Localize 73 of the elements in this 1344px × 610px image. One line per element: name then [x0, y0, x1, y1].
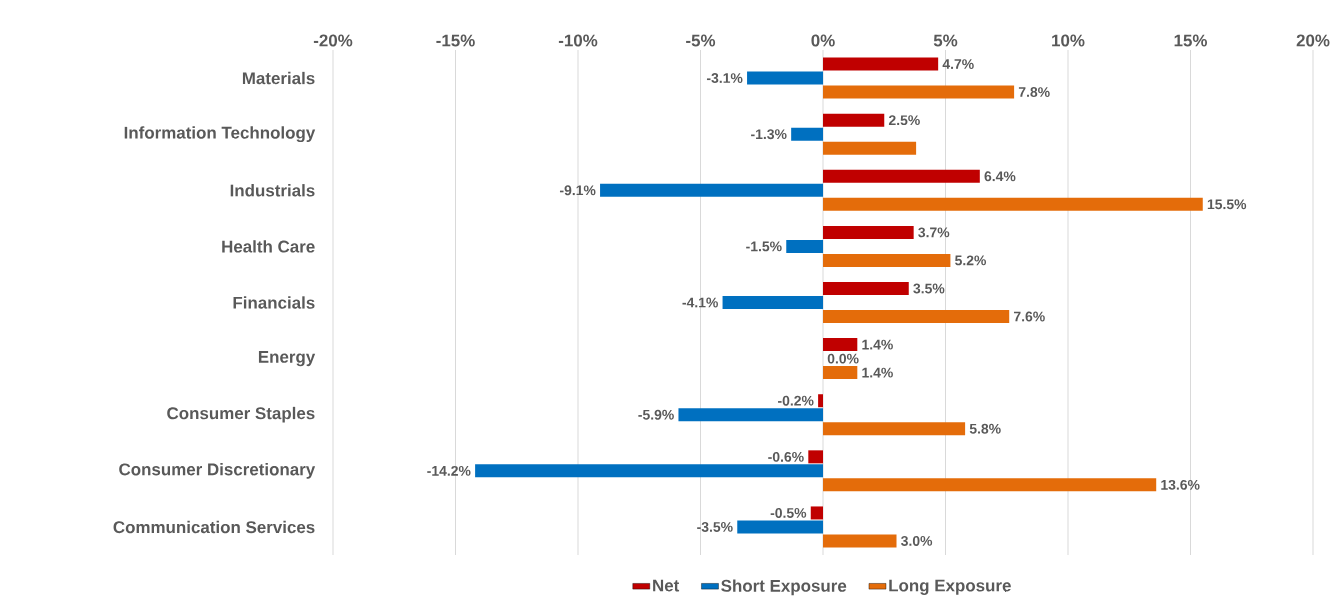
bar [810, 506, 824, 520]
y-tick-label: Industrials [230, 184, 315, 197]
bar [823, 310, 1010, 324]
bar [823, 141, 917, 155]
data-label: 3.5% [913, 283, 945, 294]
data-label: -3.5% [697, 521, 733, 532]
bar [823, 225, 914, 239]
y-tick-label: Consumer Discretionary [119, 462, 316, 479]
data-label: 1.4% [862, 367, 893, 378]
bar [823, 57, 939, 71]
bar [823, 113, 885, 127]
y-tick-label: Health Care [222, 240, 315, 253]
data-label: 15.5% [1207, 199, 1247, 210]
x-tick-label: -10% [558, 34, 598, 47]
data-label: 5.2% [955, 255, 987, 266]
y-tick-label: Energy [258, 350, 316, 367]
y-tick-label: Financials [233, 296, 315, 309]
data-label: 5.8% [969, 423, 1001, 434]
x-tick-label: 15% [1174, 34, 1207, 47]
data-label: 2.5% [888, 115, 920, 126]
bar [823, 282, 909, 296]
bar [823, 338, 858, 352]
legend-label: Short Exposure [721, 579, 847, 596]
data-label: 7.6% [1014, 311, 1045, 322]
bar [722, 296, 824, 310]
data-label: -3.1% [706, 73, 743, 84]
data-label: 3.7% [918, 227, 950, 238]
data-label: -1.3% [751, 129, 787, 140]
x-tick-label: 5% [933, 34, 958, 47]
x-tick-label: 20% [1296, 34, 1330, 47]
legend-label: Net [653, 579, 680, 592]
data-label: -5.9% [638, 409, 674, 420]
bar [823, 534, 897, 548]
bar [818, 394, 824, 408]
x-tick-label: 10% [1052, 34, 1085, 47]
bar [737, 520, 824, 534]
y-tick-label: Consumer Staples [167, 406, 315, 423]
bar [808, 450, 824, 464]
data-label: 6.4% [984, 171, 1016, 182]
data-label: 0.0% [827, 353, 859, 364]
bar [823, 366, 858, 380]
data-label: -1.5% [746, 241, 782, 252]
data-label: 13.6% [1161, 479, 1200, 490]
x-tick-label: -15% [436, 34, 475, 47]
y-tick-label: Information Technology [124, 126, 316, 143]
x-tick-label: -20% [313, 34, 353, 47]
bar [823, 197, 1203, 211]
data-label: 4.7% [942, 59, 974, 69]
bar [823, 85, 1015, 99]
bar [823, 169, 980, 183]
data-label: -4.1% [682, 297, 718, 308]
bar [600, 183, 824, 197]
bar [823, 253, 951, 267]
data-label: -0.6% [768, 451, 804, 462]
bar [747, 71, 824, 85]
bar [786, 239, 824, 253]
data-label: 3.0% [901, 535, 933, 546]
data-label: 7.8% [1018, 87, 1050, 98]
data-label: -14.2% [427, 465, 471, 476]
legend-label: Long Exposure [889, 579, 1011, 595]
bar [475, 464, 824, 478]
bar [678, 408, 824, 422]
y-tick-label: Communication Services [113, 520, 315, 534]
data-label: -9.1% [559, 185, 596, 196]
x-tick-label: -5% [686, 34, 716, 47]
data-label: -0.5% [770, 508, 807, 518]
y-tick-label: Materials [242, 71, 315, 85]
bar [823, 478, 1157, 492]
bar [791, 127, 824, 141]
bar [823, 422, 966, 436]
x-tick-label: 0% [811, 34, 835, 47]
data-label: -0.2% [778, 395, 814, 406]
data-label: 1.4% [862, 339, 893, 350]
